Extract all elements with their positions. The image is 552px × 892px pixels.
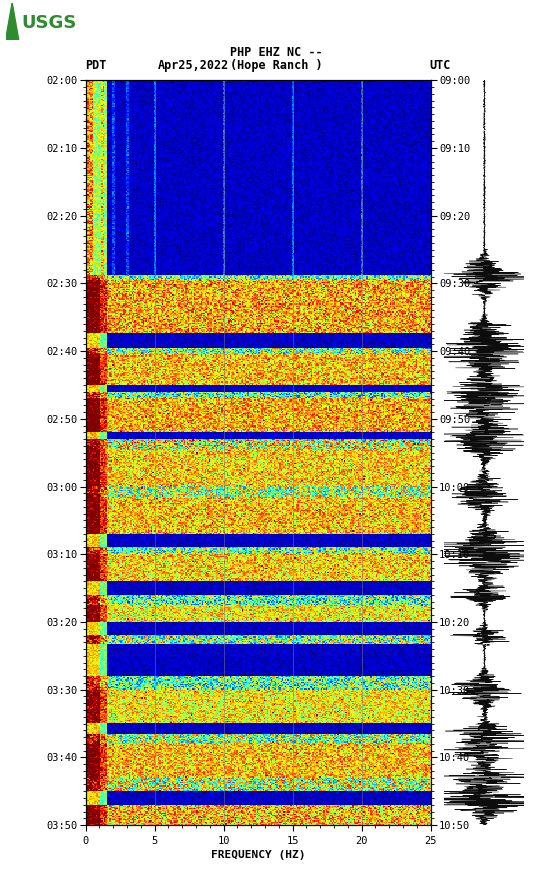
Polygon shape bbox=[6, 3, 19, 40]
Text: Apr25,2022: Apr25,2022 bbox=[157, 59, 229, 72]
Text: UTC: UTC bbox=[429, 59, 451, 72]
X-axis label: FREQUENCY (HZ): FREQUENCY (HZ) bbox=[211, 850, 305, 860]
Text: PDT: PDT bbox=[86, 59, 107, 72]
Text: PHP EHZ NC --: PHP EHZ NC -- bbox=[230, 45, 322, 59]
Text: USGS: USGS bbox=[22, 14, 77, 32]
Text: (Hope Ranch ): (Hope Ranch ) bbox=[230, 59, 322, 72]
